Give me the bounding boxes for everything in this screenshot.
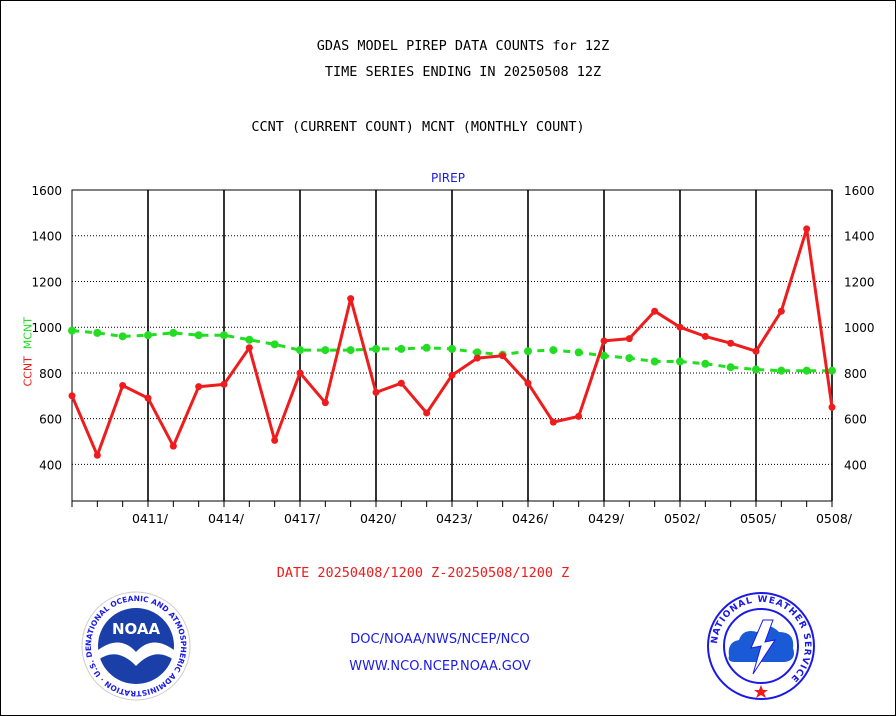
mcnt-data-point bbox=[650, 357, 659, 366]
x-tick-label: 0429/ bbox=[588, 511, 625, 526]
chart-title: PIREP bbox=[431, 171, 465, 185]
ccnt-data-point bbox=[68, 392, 76, 400]
y-tick-label-left: 600 bbox=[39, 413, 62, 427]
ccnt-data-point bbox=[271, 436, 279, 444]
noaa-logo: NATIONAL OCEANIC AND ATMOSPHERIC ADMINIS… bbox=[80, 590, 191, 701]
mcnt-data-point bbox=[777, 366, 786, 375]
mcnt-data-point bbox=[676, 357, 684, 366]
mcnt-data-point bbox=[524, 347, 532, 356]
ccnt-data-point bbox=[524, 379, 532, 387]
ccnt-data-point bbox=[195, 383, 203, 391]
x-tick-label: 0426/ bbox=[512, 511, 549, 526]
mcnt-data-point bbox=[68, 326, 76, 335]
x-tick-label: 0414/ bbox=[208, 511, 245, 526]
nws-logo: NATIONAL WEATHER SERVICE bbox=[707, 592, 815, 700]
ccnt-data-point bbox=[777, 307, 785, 315]
y-tick-label-right: 1400 bbox=[844, 230, 875, 244]
mcnt-data-point bbox=[701, 359, 710, 368]
y-tick-label-left: 1000 bbox=[31, 321, 62, 335]
y-tick-label-left: 1600 bbox=[31, 184, 62, 198]
mcnt-data-point bbox=[574, 348, 583, 357]
mcnt-data-point bbox=[194, 331, 203, 340]
ccnt-data-point bbox=[93, 451, 101, 459]
ccnt-data-point bbox=[245, 344, 253, 352]
ccnt-data-point bbox=[169, 442, 177, 450]
mcnt-data-point bbox=[169, 328, 178, 337]
mcnt-data-point bbox=[397, 344, 406, 353]
y-tick-label-right: 400 bbox=[844, 458, 867, 472]
mcnt-data-point bbox=[245, 335, 254, 344]
noaa-text: NOAA bbox=[112, 620, 161, 638]
mcnt-data-point bbox=[473, 348, 482, 357]
ccnt-data-point bbox=[119, 382, 127, 390]
mcnt-data-point bbox=[625, 354, 634, 363]
y-tick-label-right: 1200 bbox=[844, 275, 875, 289]
mcnt-data-point bbox=[270, 340, 279, 349]
mcnt-data-point bbox=[321, 346, 330, 355]
x-tick-label: 0411/ bbox=[132, 511, 169, 526]
ccnt-data-point bbox=[600, 337, 608, 345]
ccnt-data-point bbox=[499, 352, 507, 360]
ccnt-data-point bbox=[549, 418, 557, 426]
y-tick-label-left: 1400 bbox=[31, 230, 62, 244]
ccnt-data-point bbox=[423, 409, 431, 417]
mcnt-data-point bbox=[296, 346, 304, 355]
ccnt-data-point bbox=[448, 371, 456, 379]
mcnt-data-point bbox=[118, 332, 127, 341]
mcnt-data-point bbox=[93, 328, 102, 337]
ccnt-data-point bbox=[473, 354, 481, 362]
ccnt-data-point bbox=[347, 295, 355, 303]
ccnt-data-point bbox=[676, 323, 684, 331]
org-link[interactable]: DOC/NOAA/NWS/NCEP/NCO bbox=[350, 632, 530, 647]
y-tick-label-right: 800 bbox=[844, 367, 867, 381]
ccnt-data-point bbox=[625, 335, 633, 343]
x-tick-label: 0420/ bbox=[360, 511, 397, 526]
x-tick-label: 0508/ bbox=[816, 511, 853, 526]
ccnt-data-point bbox=[727, 339, 735, 347]
y-tick-label-right: 600 bbox=[844, 413, 867, 427]
ccnt-data-point bbox=[701, 332, 709, 340]
x-tick-label: 0417/ bbox=[284, 511, 321, 526]
ccnt-data-point bbox=[296, 369, 304, 377]
ccnt-data-point bbox=[752, 347, 760, 355]
mcnt-data-point bbox=[752, 365, 760, 374]
ccnt-data-point bbox=[321, 399, 329, 407]
ccnt-data-point bbox=[651, 307, 659, 315]
mcnt-data-point bbox=[346, 346, 355, 355]
title-line-1: GDAS MODEL PIREP DATA COUNTS for 12Z bbox=[316, 38, 610, 54]
y-tick-label-left: 400 bbox=[39, 458, 62, 472]
mcnt-data-point bbox=[828, 366, 836, 375]
ccnt-data-point bbox=[803, 225, 811, 233]
mcnt-data-point bbox=[802, 366, 811, 375]
x-tick-label: 0502/ bbox=[664, 511, 701, 526]
mcnt-data-point bbox=[422, 343, 431, 352]
mcnt-data-point bbox=[372, 344, 380, 353]
ccnt-data-point bbox=[575, 412, 583, 420]
title-line-3: CCNT (CURRENT COUNT) MCNT (MONTHLY COUNT… bbox=[251, 119, 585, 135]
mcnt-data-point bbox=[144, 331, 152, 340]
y-tick-label-right: 1600 bbox=[844, 184, 875, 198]
website-link[interactable]: WWW.NCO.NCEP.NOAA.GOV bbox=[349, 659, 531, 674]
mcnt-data-point bbox=[600, 351, 608, 360]
y-tick-label-left: 800 bbox=[39, 367, 62, 381]
mcnt-data-point bbox=[448, 344, 456, 353]
mcnt-data-point bbox=[220, 331, 228, 340]
ccnt-data-point bbox=[372, 388, 380, 396]
x-tick-label: 0505/ bbox=[740, 511, 777, 526]
x-tick-label: 0423/ bbox=[436, 511, 473, 526]
mcnt-data-point bbox=[726, 363, 735, 372]
title-line-2: TIME SERIES ENDING IN 20250508 12Z bbox=[324, 64, 602, 80]
y-tick-label-right: 1000 bbox=[844, 321, 875, 335]
date-range: DATE 20250408/1200 Z-20250508/1200 Z bbox=[276, 565, 570, 581]
mcnt-data-point bbox=[549, 346, 558, 355]
y-tick-label-left: 1200 bbox=[31, 275, 62, 289]
ccnt-data-point bbox=[220, 380, 228, 388]
ccnt-data-point bbox=[828, 403, 836, 411]
ccnt-data-point bbox=[397, 379, 405, 387]
ccnt-data-point bbox=[144, 394, 152, 402]
